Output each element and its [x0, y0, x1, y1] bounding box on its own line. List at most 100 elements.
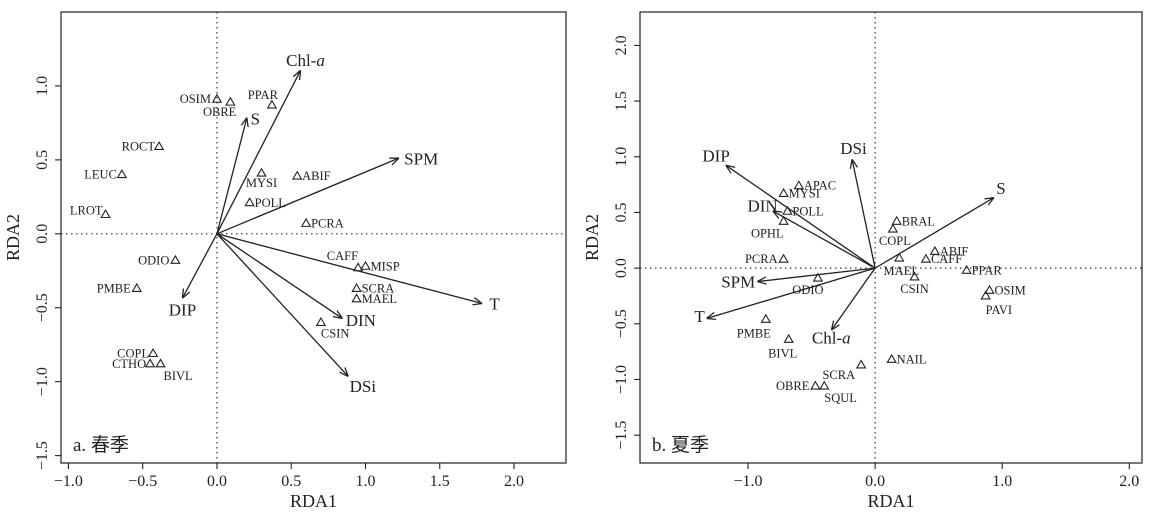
species-point-ophl — [778, 215, 789, 225]
species-point-csin — [909, 271, 920, 281]
species-label-squl: SQUL — [824, 391, 857, 405]
species-point-odio — [170, 254, 181, 264]
env-label-italic: a — [316, 51, 325, 70]
species-label-ppar: PPAR — [248, 88, 279, 102]
species-point-pcra — [300, 217, 312, 227]
x-tick-label: 0.0 — [207, 473, 227, 490]
species-label-osim: OSIM — [994, 283, 1025, 297]
species-point-pcra — [778, 253, 789, 263]
species-point-misp — [360, 260, 371, 270]
species-point-apac — [793, 180, 805, 190]
species-point-poll — [244, 197, 255, 207]
species-label-odio: ODIO — [792, 283, 823, 297]
species-point-nail — [886, 353, 897, 363]
x-tick-label: 1.0 — [992, 473, 1012, 490]
rda-panel-summer: −1.0 0.0 1.0 2.0 −1.5 −1.0 −0.5 0.0 0.5 1.0 1.5 2.0… — [582, 11, 1143, 511]
y-tick-label: 2.0 — [613, 35, 630, 55]
species-point-scra — [855, 359, 867, 369]
x-tick-label: 1.0 — [355, 473, 375, 490]
env-arrow-dip — [183, 233, 218, 298]
species-point-squl — [819, 380, 830, 390]
species-point-pavi — [980, 290, 991, 300]
species-point-abif — [929, 245, 941, 255]
panel-label: a. 春季 — [73, 434, 129, 456]
env-label-chl: Chl-a — [812, 328, 851, 347]
y-tick-label: 0.5 — [613, 202, 630, 222]
species-label-scra: SCRA — [362, 282, 395, 296]
env-label-chl: Chl-a — [286, 51, 325, 70]
env-arrow-din — [216, 233, 342, 318]
species-point-mael — [351, 293, 362, 303]
species-point-obre — [225, 96, 236, 106]
species-label-pcra: PCRA — [311, 216, 344, 230]
species-point-abif — [291, 170, 303, 180]
x-tick-label: 2.0 — [1119, 473, 1139, 490]
species-point-copl — [147, 347, 159, 358]
species-label-obre: OBRE — [203, 105, 237, 119]
x-tick-label: 1.5 — [430, 473, 450, 490]
species-point-copl — [887, 223, 899, 233]
species-point-bivl — [155, 358, 166, 368]
plot-frame — [639, 11, 1143, 464]
species-label-csin: CSIN — [321, 327, 349, 341]
env-label-t: T — [489, 294, 500, 313]
species-label-mysi: MYSI — [246, 176, 277, 190]
species-label-poll: POLL — [792, 204, 823, 218]
species-point-odio — [812, 272, 824, 282]
env-label-dsi: DSi — [350, 377, 377, 396]
x-tick-label: 0.0 — [865, 473, 885, 490]
y-tick-label: 0.5 — [34, 150, 51, 170]
env-label-s: S — [251, 109, 260, 128]
env-label-text: DSi — [350, 377, 377, 396]
species-point-osim — [211, 93, 223, 103]
species-point-osim — [984, 284, 995, 294]
y-axis-title: RDA2 — [582, 214, 602, 261]
env-label-din: DIN — [346, 311, 376, 330]
species-point-ctho — [144, 358, 156, 368]
species-point-obre — [810, 380, 821, 390]
env-label-text: DIP — [169, 300, 196, 319]
species-label-apac: APAC — [804, 179, 836, 193]
env-arrow-t — [216, 233, 481, 303]
species-label-pmbe: PMBE — [97, 282, 131, 296]
species-label-poll: POLL — [255, 196, 286, 210]
x-tick-label: −1.0 — [734, 473, 763, 490]
y-tick-label: −0.5 — [34, 293, 51, 322]
species-point-mael — [894, 252, 905, 262]
env-label-text: Chl- — [812, 328, 843, 347]
env-label-text: SPM — [721, 272, 755, 291]
env-label-dip: DIP — [702, 147, 729, 166]
species-point-roct — [153, 140, 165, 151]
env-label-text: T — [694, 307, 705, 326]
species-point-ppar — [266, 99, 278, 109]
species-label-caff: CAFF — [931, 252, 962, 266]
species-point-poll — [782, 205, 793, 215]
species-label-bivl: BIVL — [164, 369, 193, 383]
env-arrow-t — [707, 267, 876, 318]
y-tick-label: 1.0 — [613, 147, 630, 167]
y-tick-label: −1.0 — [613, 365, 630, 394]
species-label-mael: MAEL — [362, 292, 397, 306]
species-label-lrot: LROT — [70, 204, 103, 218]
species-label-nail: NAIL — [897, 352, 927, 366]
y-tick-label: −1.5 — [613, 421, 630, 450]
env-label-text: SPM — [404, 149, 438, 168]
env-label-text: Chl- — [286, 51, 317, 70]
species-point-leuc — [116, 169, 128, 179]
y-tick-label: −1.5 — [34, 441, 51, 470]
species-label-mysi: MYSI — [789, 187, 820, 201]
species-point-mysi — [778, 187, 789, 197]
y-tick-label: 0.0 — [34, 224, 51, 244]
species-label-leuc: LEUC — [84, 168, 117, 182]
env-label-din: DIN — [747, 196, 777, 215]
species-label-abif: ABIF — [302, 169, 331, 183]
x-tick-label: −0.5 — [128, 473, 157, 490]
env-label-text: DIN — [346, 311, 376, 330]
species-label-copl: COPL — [879, 234, 911, 248]
env-label-text: S — [996, 179, 1005, 198]
x-tick-label: 2.0 — [504, 473, 524, 490]
env-label-text: T — [489, 294, 500, 313]
species-label-ctho: CTHO — [112, 357, 146, 371]
species-point-pmbe — [131, 282, 142, 292]
